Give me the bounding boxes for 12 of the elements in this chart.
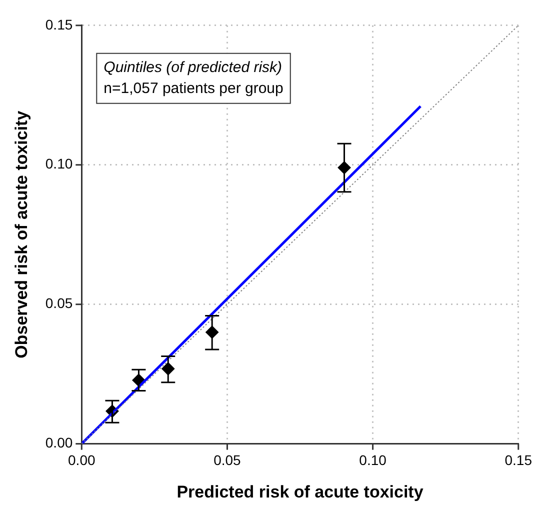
y-tick-label: 0.15: [45, 16, 73, 32]
x-tick-label: 0.10: [359, 452, 387, 468]
y-axis-title: Observed risk of acute toxicity: [12, 110, 31, 358]
x-axis-title: Predicted risk of acute toxicity: [176, 482, 424, 502]
annotation: n=1,057 patients per group: [104, 80, 284, 98]
y-tick-label: 0.00: [45, 434, 73, 451]
x-tick-label: 0.00: [68, 452, 96, 468]
x-tick-label: 0.15: [504, 452, 532, 468]
x-tick-label: 0.05: [214, 452, 242, 468]
annotation: Quintiles (of predicted risk): [104, 59, 282, 76]
y-tick-label: 0.10: [45, 156, 73, 172]
y-tick-label: 0.05: [45, 295, 73, 312]
